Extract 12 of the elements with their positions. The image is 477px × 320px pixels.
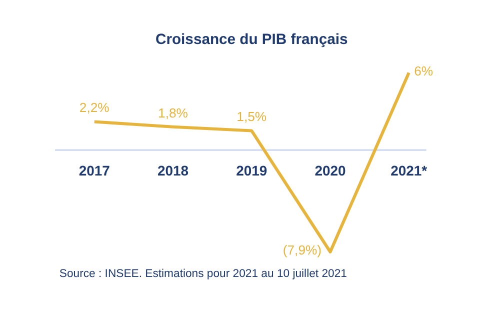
data-label: (7,9%) [282, 242, 322, 258]
data-label: 2,2% [79, 100, 110, 116]
x-tick-label: 2019 [236, 162, 268, 178]
data-label: 1,5% [236, 109, 267, 124]
x-tick-label: 2020 [314, 162, 346, 178]
x-tick-label: 2018 [157, 162, 189, 178]
data-label: 6% [414, 63, 434, 78]
chart-title: Croissance du PIB français [155, 32, 348, 48]
x-tick-label: 2017 [78, 162, 110, 178]
x-tick-label: 2021* [390, 162, 428, 178]
data-label: 1,8% [158, 105, 188, 120]
source-note: Source : INSEE. Estimations pour 2021 au 10 juillet 2021 [59, 268, 347, 280]
